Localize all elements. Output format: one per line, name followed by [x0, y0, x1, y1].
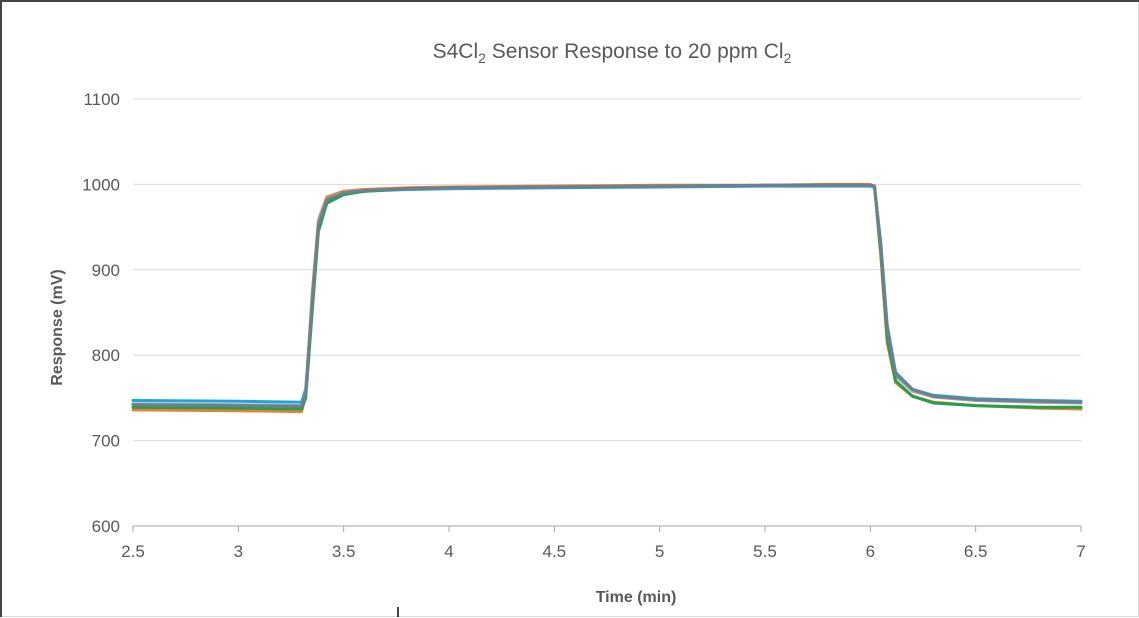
- series-layer: [131, 182, 1083, 414]
- x-axis-title: Time (min): [596, 589, 677, 606]
- series-line-3: [131, 183, 1083, 408]
- x-tick-label: 7: [1076, 542, 1085, 561]
- outer-border-notch: [397, 607, 399, 617]
- x-tick-label: 3.5: [332, 542, 356, 561]
- series-line-5: [131, 183, 1083, 408]
- x-tick-label: 5: [655, 542, 664, 561]
- tick-labels: 600 700 800 900 1000 1100 2.5 3 3.5 4 4.5 5 5.5 6 6.5 7: [82, 90, 1086, 561]
- x-tick-label: 6.5: [964, 542, 988, 561]
- x-tick-label: 3: [234, 542, 243, 561]
- y-tick-label: 700: [92, 432, 120, 451]
- y-tick-label: 1000: [82, 175, 120, 194]
- chart-title-part: Sensor Response to 20 ppm Cl: [486, 40, 784, 63]
- y-tick-label: 600: [92, 517, 120, 536]
- series-line-2: [131, 182, 1083, 414]
- gridlines: [133, 98, 1081, 442]
- outer-border-left: [0, 0, 2, 617]
- chart-title-subscript: 2: [478, 50, 486, 66]
- x-tick-label: 4.5: [543, 542, 567, 561]
- x-tick-label: 5.5: [753, 542, 777, 561]
- y-tick-label: 800: [92, 346, 120, 365]
- x-tick-label: 6: [866, 542, 875, 561]
- y-tick-label: 1100: [83, 90, 120, 109]
- x-tick-label: 2.5: [121, 542, 145, 561]
- outer-border-top: [0, 0, 1139, 2]
- chart-title-subscript: 2: [784, 50, 792, 66]
- y-axis-title: Response (mV): [49, 269, 66, 385]
- chart-title: S4Cl2 Sensor Response to 20 ppm Cl2: [433, 40, 792, 66]
- x-tick-label: 4: [444, 542, 453, 561]
- chart-title-part: S4Cl: [433, 40, 479, 63]
- series-line-4: [131, 183, 1083, 411]
- y-tick-label: 900: [92, 261, 120, 280]
- series-line-1: [131, 184, 1083, 404]
